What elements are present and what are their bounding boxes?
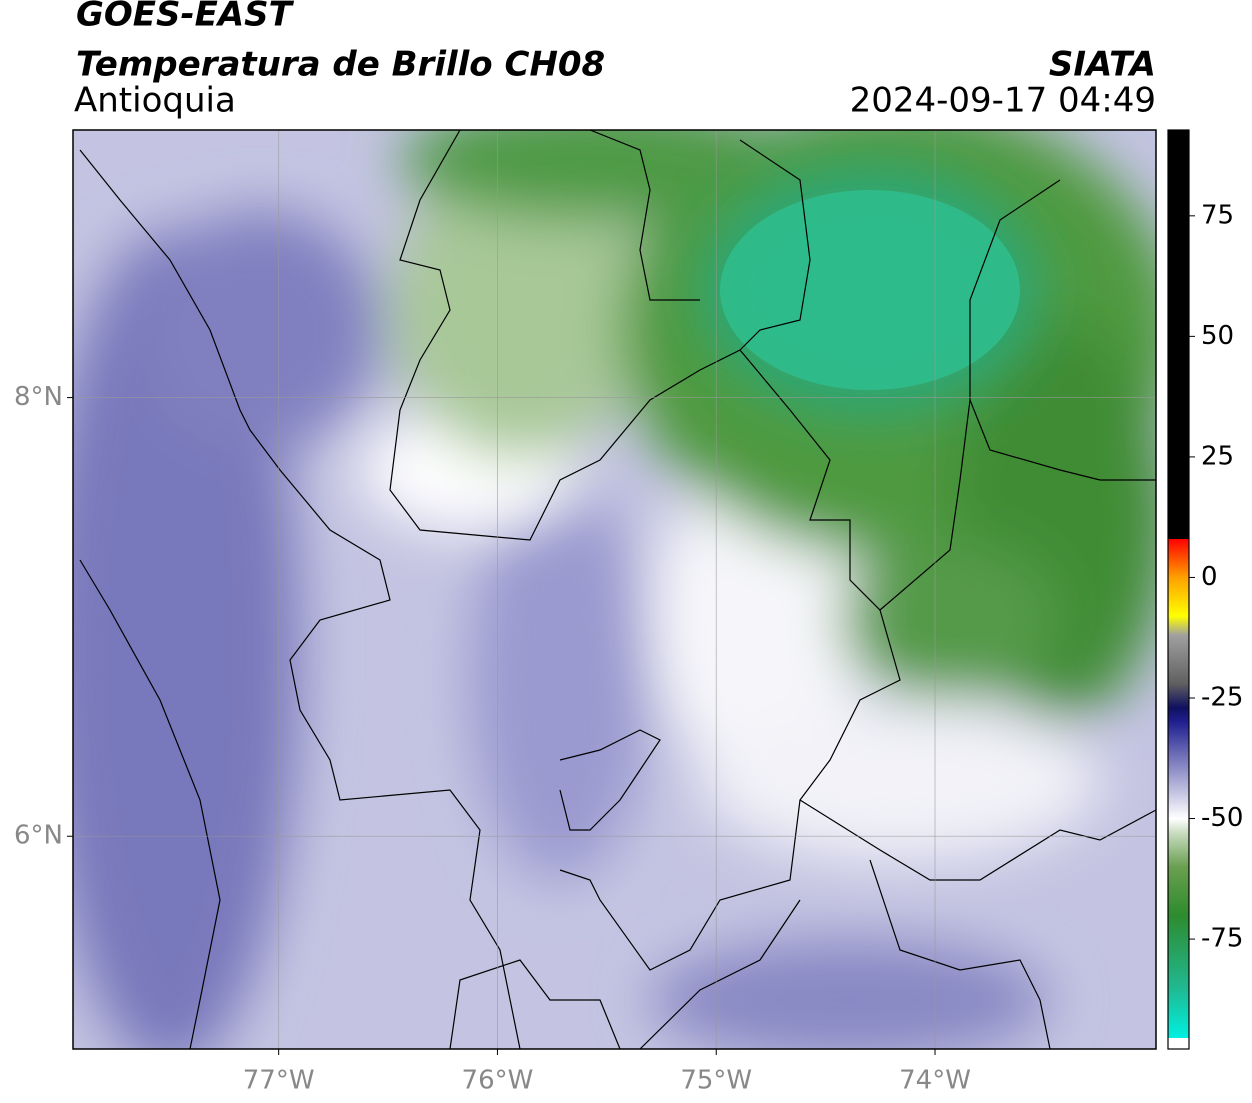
- x-tick-label: 76°W: [462, 1066, 534, 1096]
- x-tick-label: 74°W: [899, 1066, 971, 1096]
- colorbar-tick-label: 50: [1201, 321, 1234, 351]
- map-frame: [72, 129, 1157, 1050]
- subtitle: Temperatura de Brillo CH08: [76, 45, 605, 85]
- colorbar-tick-label: -50: [1201, 803, 1243, 833]
- colorbar-tick-label: -75: [1201, 924, 1243, 954]
- colorbar-tick-label: 75: [1201, 200, 1234, 230]
- title: GOES-EAST: [76, 0, 295, 35]
- x-tick-label: 77°W: [243, 1066, 315, 1096]
- colorbar-tick-label: -25: [1201, 682, 1243, 712]
- x-tick-label: 75°W: [680, 1066, 752, 1096]
- region: Antioquia: [74, 81, 236, 121]
- colorbar-tick-label: 25: [1201, 441, 1234, 471]
- y-tick-label: 8°N: [14, 382, 63, 412]
- colorbar-tick-label: 0: [1201, 562, 1218, 592]
- y-tick-label: 6°N: [14, 821, 63, 851]
- source: SIATA: [1049, 45, 1156, 85]
- satellite-image: [73, 130, 1156, 1049]
- datetime: 2024-09-17 04:49: [850, 81, 1156, 121]
- colorbar: [1167, 129, 1190, 1050]
